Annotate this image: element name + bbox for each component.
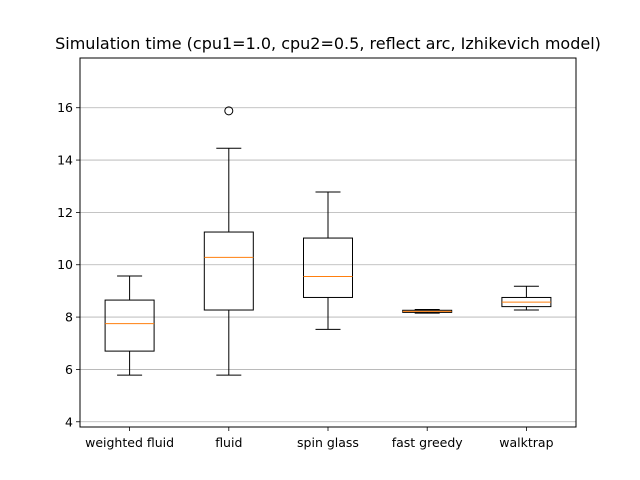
plot-frame	[79, 57, 577, 428]
box-fast-greedy	[402, 308, 453, 314]
boxes-layer	[104, 106, 552, 376]
y-tick-label: 8	[65, 310, 73, 325]
box-spin-glass	[303, 191, 353, 330]
axes-layer: 4 6 8 10 12 14 16 weighted fluid fluid spin glass…	[57, 100, 553, 450]
y-tick-label: 14	[57, 153, 73, 168]
y-tick-label: 6	[65, 362, 73, 377]
x-tick-label: fluid	[215, 435, 242, 450]
y-tick-label: 10	[57, 257, 73, 272]
box-weighted-fluid	[104, 275, 155, 376]
y-tick-label: 4	[65, 414, 73, 429]
iqr-box	[303, 237, 353, 298]
chart-title: Simulation time (cpu1=1.0, cpu2=0.5, ref…	[55, 34, 601, 53]
x-tick-label: weighted fluid	[85, 435, 174, 450]
box-walktrap	[501, 285, 552, 311]
iqr-box	[104, 299, 155, 352]
outlier-point	[224, 106, 234, 116]
iqr-box	[203, 231, 254, 311]
x-tick-label: spin glass	[297, 435, 359, 450]
x-tick-label: fast greedy	[392, 435, 464, 450]
x-tick-label: walktrap	[499, 435, 553, 450]
y-tick-label: 12	[57, 205, 73, 220]
box-fluid	[203, 106, 254, 376]
y-tick-label: 16	[57, 100, 73, 115]
